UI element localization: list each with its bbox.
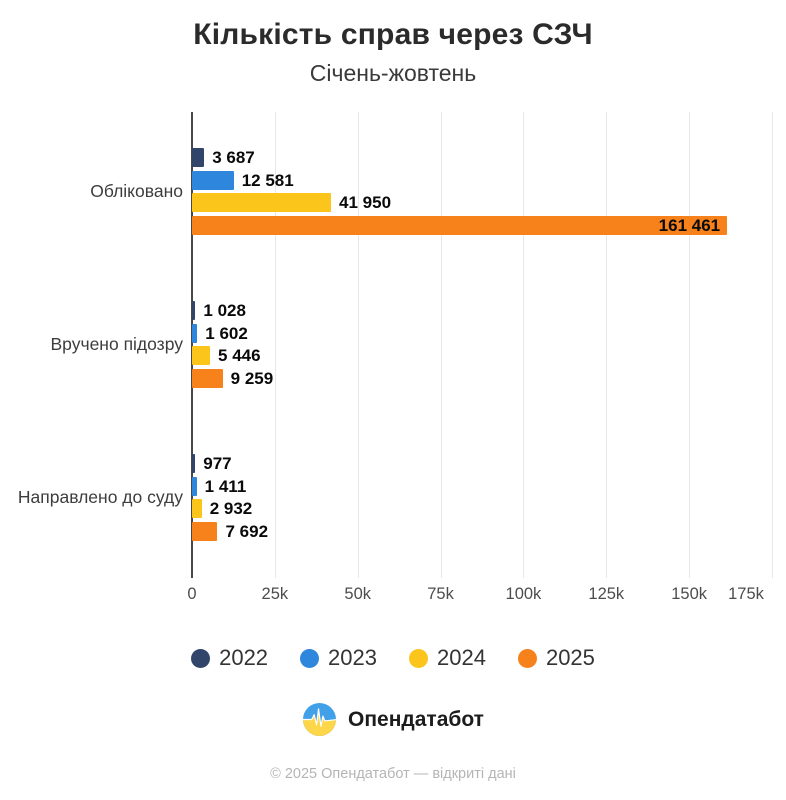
chart-title: Кількість справ через СЗЧ	[193, 18, 593, 51]
x-tick-label: 50k	[344, 585, 371, 603]
opendatabot-logo-icon	[302, 702, 337, 737]
brand-footer: Опендатабот	[0, 702, 786, 737]
chart-subtitle: Січень-жовтень	[309, 60, 477, 86]
bar	[192, 346, 211, 365]
x-tick-label: 0	[187, 585, 197, 603]
category-label: Обліковано	[90, 181, 183, 202]
bar-value-label: 12 581	[241, 170, 294, 190]
bar	[192, 454, 196, 473]
bar-value-label: 41 950	[339, 193, 392, 212]
x-tick-label: 150k	[671, 585, 708, 603]
bar-value-label: 5 446	[218, 346, 261, 365]
bar-value-label: 1 028	[203, 301, 246, 320]
legend-label: 2024	[437, 645, 486, 670]
legend-item: 2024	[409, 645, 486, 671]
bar	[192, 323, 198, 343]
bar-value-label: 161 461	[658, 215, 721, 235]
legend-label: 2025	[545, 645, 595, 670]
bar	[192, 476, 197, 496]
plot-area: 0 25k 50k 75k 100k 125k 150k 175k Обліковано 3 68…	[17, 112, 773, 603]
gridline	[523, 112, 525, 578]
legend-swatch-icon	[191, 648, 211, 668]
x-tick-label: 75k	[427, 585, 454, 603]
gridline	[689, 112, 691, 578]
category-label: Направлено до суду	[17, 487, 183, 508]
bar-value-label: 9 259	[230, 368, 274, 388]
bar	[192, 215, 728, 235]
gridline	[357, 112, 359, 578]
legend-swatch-icon	[409, 648, 428, 668]
bar	[192, 148, 205, 167]
bar	[192, 193, 332, 212]
gridline	[274, 112, 276, 578]
gridline	[771, 112, 773, 578]
x-tick-label: 175k	[728, 585, 764, 603]
bar-value-label: 977	[203, 454, 232, 473]
bar-value-label: 1 602	[205, 323, 248, 343]
legend-label: 2023	[328, 645, 377, 670]
category-label: Вручено підозру	[50, 334, 184, 355]
x-tick-label: 25k	[261, 585, 289, 603]
copyright: © 2025 Опендатабот — відкриті дані	[270, 766, 516, 782]
legend-swatch-icon	[300, 648, 320, 668]
legend-item: 2022	[191, 645, 268, 671]
legend-swatch-icon	[517, 648, 537, 668]
bar-value-label: 3 687	[212, 148, 255, 167]
y-axis-line	[191, 112, 193, 578]
gridline	[440, 112, 442, 578]
bar	[192, 301, 196, 320]
legend-item: 2023	[300, 645, 377, 671]
gridline	[606, 112, 608, 578]
brand-name: Опендатабот	[348, 707, 484, 731]
legend-label: 2022	[219, 645, 269, 670]
x-tick-label: 100k	[505, 585, 542, 603]
bar-value-label: 1 411	[204, 476, 247, 496]
bar	[192, 170, 234, 190]
x-tick-label: 125k	[588, 585, 625, 603]
bar	[192, 368, 223, 388]
bar-value-label: 7 692	[225, 521, 269, 541]
legend: 2022 2023 2024 2025	[0, 645, 786, 671]
bar	[192, 521, 218, 541]
legend-item: 2025	[517, 645, 595, 671]
bar	[192, 499, 202, 518]
bar-value-label: 2 932	[209, 499, 253, 518]
